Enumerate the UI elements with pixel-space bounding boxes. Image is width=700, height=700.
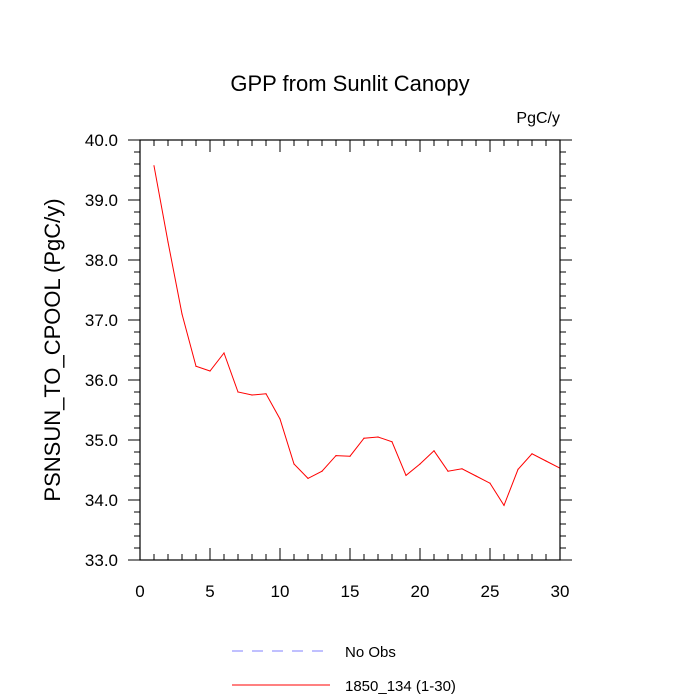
x-tick-label: 5 [205, 582, 214, 601]
data-point [391, 441, 393, 443]
x-tick-label: 30 [551, 582, 570, 601]
data-point [433, 450, 435, 452]
data-point [167, 241, 169, 243]
data-point [531, 453, 533, 455]
data-point [251, 394, 253, 396]
axis-ticks [128, 139, 572, 561]
y-axis-label: PSNSUN_TO_CPOOL (PgC/y) [40, 198, 65, 501]
y-tick-label: 39.0 [85, 191, 118, 210]
plot-frame [139, 139, 561, 561]
data-point [377, 436, 379, 438]
y-tick-label: 33.0 [85, 551, 118, 570]
data-point [293, 463, 295, 465]
axis-tick-labels: 0 5 10 15 20 25 30 33.0 34.0 35.0 36.0 37.0 38.0 39.0… [85, 131, 570, 601]
legend-label-series: 1850_134 (1-30) [345, 678, 456, 695]
data-point [335, 455, 337, 457]
legend-label-no-obs: No Obs [345, 644, 396, 661]
data-point [237, 391, 239, 393]
data-point [475, 475, 477, 477]
x-tick-label: 15 [341, 582, 360, 601]
y-tick-label: 35.0 [85, 431, 118, 450]
y-tick-label: 38.0 [85, 251, 118, 270]
data-point [307, 477, 309, 479]
data-point [153, 165, 155, 167]
y-tick-label: 40.0 [85, 131, 118, 150]
data-point [461, 468, 463, 470]
y-tick-label: 37.0 [85, 311, 118, 330]
data-point [321, 470, 323, 472]
x-tick-label: 25 [481, 582, 500, 601]
data-point [447, 470, 449, 472]
series-line [153, 165, 561, 507]
x-tick-label: 20 [411, 582, 430, 601]
data-point [195, 365, 197, 367]
data-point [489, 482, 491, 484]
data-point [181, 313, 183, 315]
series-layer [153, 165, 561, 507]
data-point [419, 463, 421, 465]
data-point [349, 455, 351, 457]
data-point [517, 468, 519, 470]
y-tick-label: 34.0 [85, 491, 118, 510]
data-point [405, 474, 407, 476]
data-point [265, 393, 267, 395]
data-point [279, 418, 281, 420]
chart-title: GPP from Sunlit Canopy [230, 71, 469, 96]
data-point [209, 370, 211, 372]
x-tick-label: 10 [271, 582, 290, 601]
legend: No Obs 1850_134 (1-30) [232, 644, 456, 695]
data-point [223, 352, 225, 354]
units-label: PgC/y [516, 110, 560, 127]
x-tick-label: 0 [135, 582, 144, 601]
data-point [363, 437, 365, 439]
data-point [545, 460, 547, 462]
data-point [503, 504, 505, 506]
y-tick-label: 36.0 [85, 371, 118, 390]
